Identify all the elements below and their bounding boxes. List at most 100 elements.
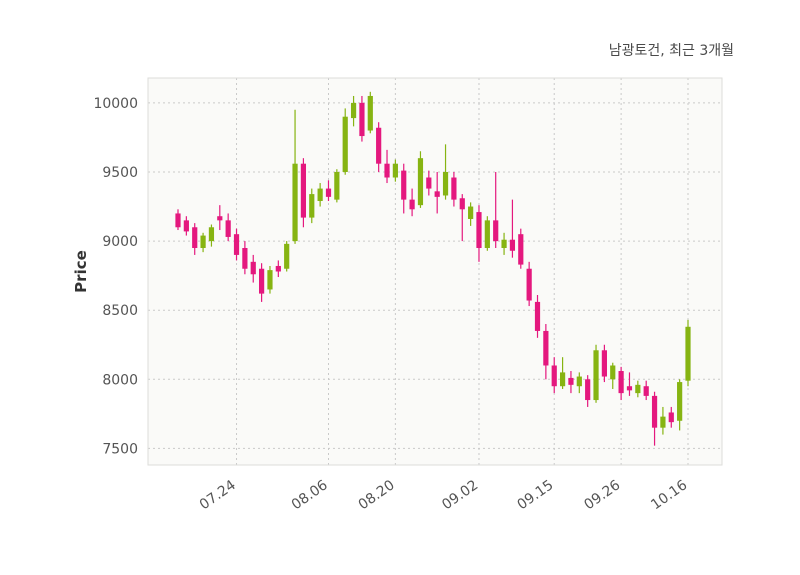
candle xyxy=(275,260,281,278)
candle xyxy=(200,232,206,253)
candle xyxy=(518,228,524,269)
candle xyxy=(284,241,290,272)
candle xyxy=(434,171,440,214)
candle-body xyxy=(685,326,691,381)
candle-body xyxy=(401,170,407,200)
candle-body xyxy=(309,194,315,218)
candle-body xyxy=(526,268,532,301)
candle-body xyxy=(451,177,457,200)
candle-body xyxy=(626,386,633,391)
candle-body xyxy=(618,371,624,394)
candle xyxy=(559,357,566,389)
candle xyxy=(309,188,315,224)
x-tick-label: 09.15 xyxy=(515,477,557,513)
candle-body xyxy=(559,372,566,387)
candle xyxy=(409,188,415,217)
candle xyxy=(242,241,248,275)
candle-body xyxy=(493,220,499,242)
candle-body xyxy=(501,239,507,249)
candle xyxy=(267,265,273,294)
x-tick-label: 07.24 xyxy=(197,477,239,513)
y-axis-label: Price xyxy=(72,250,90,293)
candle-body xyxy=(300,163,307,218)
candle xyxy=(593,344,599,403)
candle xyxy=(417,151,424,208)
candle xyxy=(618,366,624,401)
candle xyxy=(225,213,231,242)
candle-body xyxy=(551,365,557,387)
x-tick-label: 10.16 xyxy=(648,477,690,513)
candle-body xyxy=(359,102,365,137)
candle xyxy=(685,319,691,387)
candle-body xyxy=(175,213,181,228)
candle xyxy=(509,199,516,258)
candle-body xyxy=(568,377,574,385)
candle xyxy=(317,183,323,207)
candle xyxy=(334,169,340,203)
candle xyxy=(677,379,683,431)
candle xyxy=(325,180,332,202)
candle-body xyxy=(250,261,256,275)
candle-body xyxy=(534,301,541,331)
candle xyxy=(367,91,373,134)
candle xyxy=(233,228,240,261)
candle-body xyxy=(275,265,281,272)
candle-body xyxy=(434,191,440,197)
candle-body xyxy=(325,188,332,197)
candle-body xyxy=(192,227,198,249)
candle xyxy=(350,95,357,127)
candle-body xyxy=(384,163,390,178)
candle xyxy=(342,108,348,175)
candle-body xyxy=(509,239,516,251)
candle xyxy=(476,205,482,262)
candle-body xyxy=(208,227,215,242)
candle-body xyxy=(417,158,424,206)
candle-body xyxy=(284,243,290,269)
candle-body xyxy=(267,270,273,290)
candle xyxy=(426,170,432,196)
candle-body xyxy=(543,330,549,366)
candle xyxy=(668,406,674,428)
candle xyxy=(626,372,633,396)
candle xyxy=(401,163,407,214)
candle xyxy=(551,357,557,394)
candle xyxy=(192,223,198,255)
y-tick-label: 8000 xyxy=(102,372,138,388)
candle-body xyxy=(217,216,223,221)
candle-body xyxy=(392,163,398,178)
candle-body xyxy=(610,365,616,380)
candle xyxy=(534,294,541,338)
candle-body xyxy=(409,199,415,210)
candle-body xyxy=(259,268,265,294)
candle-body xyxy=(426,177,432,189)
candle xyxy=(459,194,465,242)
candle xyxy=(635,380,641,398)
candle-body xyxy=(635,384,641,394)
candle xyxy=(392,159,398,182)
candle xyxy=(493,171,499,249)
candle-body xyxy=(342,116,348,172)
y-axis-ticks: 7500 8000 8500 9000 9500 10000 xyxy=(93,96,138,458)
candle xyxy=(526,261,532,307)
candle xyxy=(259,263,265,302)
candle xyxy=(501,232,507,255)
candle xyxy=(175,209,181,231)
candle xyxy=(585,375,591,407)
candle xyxy=(376,122,382,172)
candle xyxy=(217,205,223,231)
candle xyxy=(568,371,574,394)
candle xyxy=(384,149,390,184)
candle-body xyxy=(518,234,524,265)
candle xyxy=(651,391,658,446)
candle-body xyxy=(233,234,240,255)
candle-body xyxy=(442,171,449,196)
candle-body xyxy=(651,395,658,428)
candle xyxy=(442,144,449,200)
x-tick-label: 09.02 xyxy=(439,477,481,513)
candle-body xyxy=(242,248,248,269)
gridlines xyxy=(148,78,722,465)
plot-area xyxy=(148,78,722,465)
candle-body xyxy=(643,386,649,396)
